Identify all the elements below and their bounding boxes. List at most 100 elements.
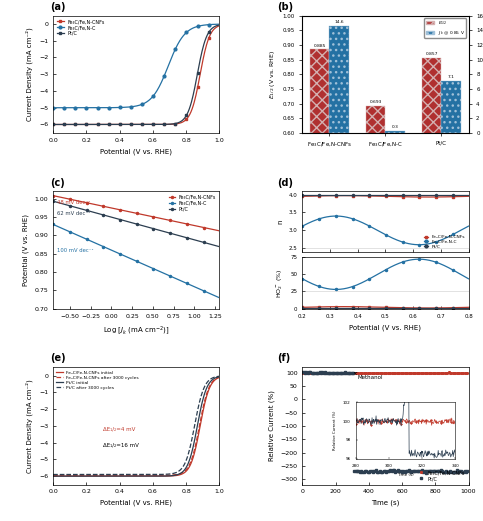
Line: Pt/C initial: Pt/C initial bbox=[53, 377, 219, 476]
Pt/C initial bbox=[216, 374, 222, 380]
Fe₃C/Fe,N-CNFs bbox=[165, 217, 171, 223]
Pt/C bbox=[165, 229, 171, 235]
Pt/C bbox=[137, 222, 143, 228]
Fe₃C/Fe,N-C bbox=[187, 282, 193, 288]
Legend: Fe₃C/Fe,N-CNFs, Fe₃C/Fe,N-C, Pt/C: Fe₃C/Fe,N-CNFs, Fe₃C/Fe,N-C, Pt/C bbox=[423, 234, 466, 250]
Pt/C bbox=[144, 224, 150, 230]
Fe₃C/Fe,N-CNFs after 3000 cycles bbox=[190, 452, 196, 458]
Fe₃C/Fe,N-CNFs initial bbox=[51, 473, 57, 479]
Bar bbox=[385, 131, 405, 133]
Bar bbox=[366, 106, 385, 309]
X-axis label: Potential (V vs. RHE): Potential (V vs. RHE) bbox=[100, 500, 172, 506]
Pt/C initial bbox=[51, 473, 57, 479]
Text: ΔE₁/₂=4 mV: ΔE₁/₂=4 mV bbox=[103, 427, 135, 432]
Fe₃C/Fe,N-C bbox=[149, 94, 155, 101]
Fe₃C/Fe,N-CNFs bbox=[201, 53, 207, 59]
Fe₃C/Fe,N-CNFs after 3000 cycles bbox=[50, 472, 56, 478]
Legend: Fe₃C/Fe,N-CNFs initial, Fe₃C/Fe,N-CNFs after 3000 cycles, Pt/C initial, Pt/C aft: Fe₃C/Fe,N-CNFs initial, Fe₃C/Fe,N-CNFs a… bbox=[56, 369, 140, 390]
Fe₃C/Fe,N-C bbox=[50, 221, 56, 228]
Fe₃C/Fe,N-CNFs after 3000 cycles bbox=[149, 472, 155, 478]
Fe₃C/Fe,N-C bbox=[201, 22, 207, 28]
Pt/C after 3000 cycles bbox=[190, 430, 196, 436]
Pt/C after 3000 cycles bbox=[50, 472, 56, 478]
Y-axis label: HO$_2^-$ (%): HO$_2^-$ (%) bbox=[275, 268, 285, 297]
X-axis label: Time (s): Time (s) bbox=[371, 500, 399, 506]
Pt/C initial bbox=[201, 393, 207, 400]
Fe₃C/Fe,N-CNFs bbox=[149, 121, 155, 128]
Pt/C bbox=[316, 369, 322, 376]
Fe₃C/Fe,N-C bbox=[216, 21, 222, 27]
Fe₃C/Fe,N-CNFs bbox=[187, 221, 193, 228]
Pt/C initial bbox=[149, 473, 155, 479]
Fe₃C/Fe,N-C bbox=[116, 250, 122, 256]
Line: Fe₃C/Fe,N-CNFs after 3000 cycles: Fe₃C/Fe,N-CNFs after 3000 cycles bbox=[53, 377, 219, 475]
Fe₃C/Fe,N-C bbox=[51, 105, 57, 111]
Fe₃C/Fe,N-C bbox=[137, 259, 143, 266]
Fe₃C/Fe,N-CNFs after 3000 cycles bbox=[216, 374, 222, 380]
Fe₃C/Fe,N-CNFs initial bbox=[201, 405, 207, 411]
Pt/C bbox=[50, 198, 56, 204]
Pt/C bbox=[50, 121, 56, 128]
Text: (f): (f) bbox=[277, 353, 291, 364]
Fe₃C/Fe,N-CNFs after 3000 cycles bbox=[149, 472, 155, 478]
Y-axis label: Current Density (mA cm⁻²): Current Density (mA cm⁻²) bbox=[26, 379, 33, 473]
Fe₃C/Fe,N-C bbox=[105, 245, 111, 252]
Legend: Fe₃C/Fe,N-CNFs, Fe₃C/Fe,N-C, Pt/C: Fe₃C/Fe,N-CNFs, Fe₃C/Fe,N-C, Pt/C bbox=[168, 194, 217, 213]
Fe₃C/Fe,N-CNFs bbox=[432, 369, 438, 376]
Fe₃C/Fe,N-CNFs bbox=[414, 369, 420, 376]
Pt/C after 3000 cycles bbox=[201, 386, 207, 392]
Fe₃C/Fe,N-CNFs after 3000 cycles bbox=[51, 472, 57, 478]
Pt/C bbox=[466, 468, 471, 475]
Pt/C bbox=[149, 121, 155, 128]
Fe₃C/Fe,N-CNFs bbox=[466, 369, 471, 376]
Fe₃C/Fe,N-CNFs bbox=[299, 369, 305, 376]
Line: Fe₃C/Fe,N-CNFs: Fe₃C/Fe,N-CNFs bbox=[301, 371, 470, 374]
Legend: Fe₃C/Fe,N-CNFs, Pt/C: Fe₃C/Fe,N-CNFs, Pt/C bbox=[417, 469, 466, 482]
Line: Pt/C after 3000 cycles: Pt/C after 3000 cycles bbox=[53, 376, 219, 475]
Fe₃C/Fe,N-CNFs bbox=[216, 228, 222, 234]
Y-axis label: $E_{1/2}$ (V vs. RHE): $E_{1/2}$ (V vs. RHE) bbox=[269, 49, 277, 99]
Fe₃C/Fe,N-CNFs bbox=[116, 206, 122, 213]
Text: 100 mV dec⁻¹: 100 mV dec⁻¹ bbox=[57, 248, 94, 253]
Text: 0.857: 0.857 bbox=[426, 52, 438, 56]
Fe₃C/Fe,N-CNFs bbox=[216, 22, 222, 29]
Y-axis label: n: n bbox=[277, 219, 283, 224]
Fe₃C/Fe,N-CNFs bbox=[105, 204, 111, 210]
Text: ΔE₁/₂=16 mV: ΔE₁/₂=16 mV bbox=[103, 442, 139, 447]
Pt/C bbox=[299, 369, 305, 376]
Fe₃C/Fe,N-CNFs bbox=[373, 369, 379, 376]
Fe₃C/Fe,N-C bbox=[149, 95, 155, 101]
Text: 14.6: 14.6 bbox=[334, 20, 344, 24]
X-axis label: Potential (V vs. RHE): Potential (V vs. RHE) bbox=[100, 148, 172, 155]
Pt/C after 3000 cycles bbox=[152, 472, 158, 478]
Pt/C after 3000 cycles bbox=[149, 472, 155, 478]
Fe₃C/Fe,N-CNFs bbox=[50, 193, 56, 199]
Text: 48 mV dec⁻¹: 48 mV dec⁻¹ bbox=[57, 200, 90, 205]
Y-axis label: Relative Current (%): Relative Current (%) bbox=[269, 390, 275, 462]
Fe₃C/Fe,N-C bbox=[152, 91, 158, 97]
Pt/C bbox=[201, 42, 207, 48]
Fe₃C/Fe,N-CNFs initial bbox=[190, 454, 196, 461]
Pt/C bbox=[149, 121, 155, 128]
Text: 7.1: 7.1 bbox=[448, 76, 455, 79]
Fe₃C/Fe,N-CNFs bbox=[367, 369, 373, 376]
Line: Pt/C: Pt/C bbox=[52, 23, 221, 126]
Pt/C after 3000 cycles bbox=[216, 373, 222, 379]
Pt/C initial bbox=[152, 473, 158, 479]
Pt/C bbox=[116, 216, 122, 222]
Fe₃C/Fe,N-CNFs bbox=[51, 121, 57, 128]
Fe₃C/Fe,N-CNFs bbox=[50, 121, 56, 128]
Fe₃C/Fe,N-CNFs bbox=[149, 121, 155, 128]
Line: Pt/C: Pt/C bbox=[52, 200, 220, 247]
Text: Methanol: Methanol bbox=[355, 373, 383, 380]
Fe₃C/Fe,N-CNFs initial bbox=[149, 473, 155, 479]
Fe₃C/Fe,N-C bbox=[144, 263, 150, 269]
Bar bbox=[329, 26, 349, 133]
Line: Pt/C: Pt/C bbox=[301, 371, 469, 474]
Text: 62 mV dec⁻¹: 62 mV dec⁻¹ bbox=[57, 212, 90, 216]
Fe₃C/Fe,N-CNFs bbox=[334, 369, 340, 376]
Fe₃C/Fe,N-CNFs bbox=[429, 369, 435, 376]
Fe₃C/Fe,N-CNFs after 3000 cycles bbox=[152, 472, 158, 478]
Fe₃C/Fe,N-C bbox=[216, 294, 222, 301]
Pt/C bbox=[457, 469, 463, 476]
